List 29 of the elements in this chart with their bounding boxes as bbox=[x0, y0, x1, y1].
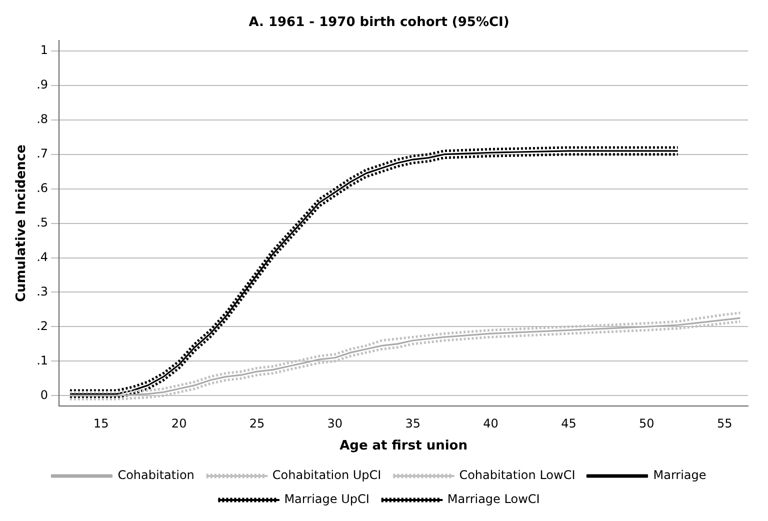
legend-label: Marriage LowCI bbox=[447, 492, 540, 506]
y-tick-label: .5 bbox=[36, 215, 48, 230]
y-tick-label: .4 bbox=[36, 250, 48, 264]
x-tick-label: 55 bbox=[716, 416, 732, 430]
x-tick-label: 20 bbox=[171, 416, 187, 430]
legend-label: Cohabitation LowCI bbox=[459, 468, 576, 482]
y-tick-label: 0 bbox=[40, 388, 48, 402]
legend-label: Marriage bbox=[653, 468, 706, 482]
chart-title: A. 1961 - 1970 birth cohort (95%CI) bbox=[248, 15, 510, 30]
x-tick-label: 30 bbox=[327, 416, 343, 430]
y-tick-label: 1 bbox=[40, 43, 48, 58]
legend-label: Cohabitation bbox=[118, 468, 194, 482]
y-tick-label: .1 bbox=[36, 353, 48, 368]
y-tick-label: .3 bbox=[36, 284, 48, 298]
x-tick-label: 50 bbox=[639, 416, 654, 430]
y-axis-title: Cumulative Incidence bbox=[14, 144, 30, 302]
y-tick-label: .6 bbox=[36, 180, 48, 195]
y-tick-label: .2 bbox=[36, 318, 48, 333]
x-tick-label: 35 bbox=[405, 416, 421, 430]
x-tick-label: 25 bbox=[249, 416, 265, 430]
x-tick-label: 45 bbox=[561, 416, 576, 430]
y-tick-label: .8 bbox=[36, 112, 48, 126]
y-tick-label: .9 bbox=[36, 78, 48, 92]
x-axis-title: Age at first union bbox=[340, 438, 468, 454]
legend-label: Cohabitation UpCI bbox=[272, 468, 382, 482]
legend-label: Marriage UpCI bbox=[284, 492, 370, 506]
x-tick-label: 15 bbox=[93, 416, 109, 430]
x-tick-label: 40 bbox=[483, 416, 498, 430]
y-tick-label: .7 bbox=[36, 146, 48, 160]
